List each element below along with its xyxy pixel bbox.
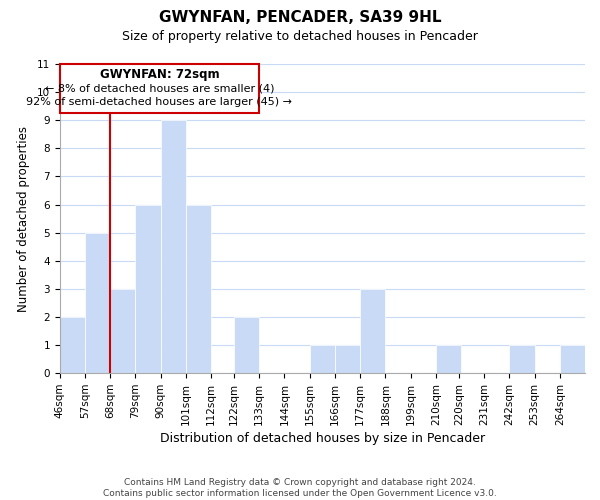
Bar <box>85 232 110 373</box>
Bar <box>234 317 259 373</box>
Text: 92% of semi-detached houses are larger (45) →: 92% of semi-detached houses are larger (… <box>26 98 292 108</box>
Bar <box>560 345 585 373</box>
Bar <box>310 345 335 373</box>
Bar <box>59 317 85 373</box>
FancyBboxPatch shape <box>59 64 259 113</box>
Bar <box>110 289 136 373</box>
Bar <box>335 345 360 373</box>
Bar <box>436 345 461 373</box>
Text: GWYNFAN: 72sqm: GWYNFAN: 72sqm <box>100 68 219 82</box>
X-axis label: Distribution of detached houses by size in Pencader: Distribution of detached houses by size … <box>160 432 485 445</box>
Y-axis label: Number of detached properties: Number of detached properties <box>17 126 30 312</box>
Text: Size of property relative to detached houses in Pencader: Size of property relative to detached ho… <box>122 30 478 43</box>
Bar <box>136 204 161 373</box>
Bar <box>509 345 535 373</box>
Bar <box>360 289 385 373</box>
Bar <box>161 120 186 373</box>
Text: ← 8% of detached houses are smaller (4): ← 8% of detached houses are smaller (4) <box>45 84 274 94</box>
Text: GWYNFAN, PENCADER, SA39 9HL: GWYNFAN, PENCADER, SA39 9HL <box>159 10 441 25</box>
Text: Contains HM Land Registry data © Crown copyright and database right 2024.
Contai: Contains HM Land Registry data © Crown c… <box>103 478 497 498</box>
Bar <box>186 204 211 373</box>
